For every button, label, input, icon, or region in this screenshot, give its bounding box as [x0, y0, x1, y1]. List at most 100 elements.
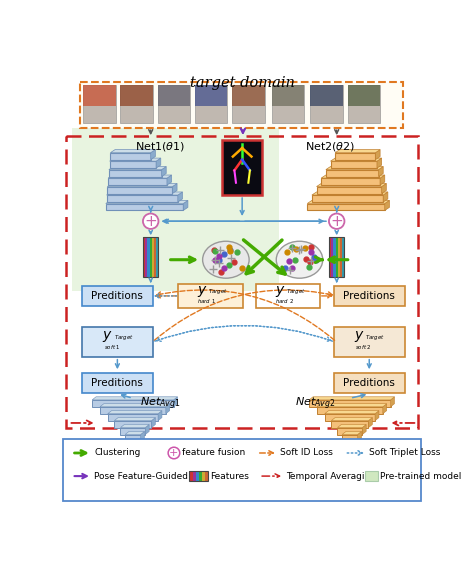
FancyBboxPatch shape — [73, 128, 279, 291]
Polygon shape — [312, 192, 388, 195]
Bar — [107, 187, 173, 194]
Bar — [192, 472, 196, 481]
Polygon shape — [173, 183, 177, 194]
Text: $^{Target}$: $^{Target}$ — [365, 335, 385, 343]
Bar — [331, 237, 333, 277]
FancyBboxPatch shape — [334, 372, 404, 393]
Bar — [310, 85, 343, 123]
Circle shape — [143, 214, 158, 229]
Text: target domain: target domain — [191, 76, 295, 91]
Bar — [232, 85, 264, 123]
Bar — [83, 85, 116, 123]
Text: Net2($\theta$2): Net2($\theta$2) — [305, 140, 356, 154]
Text: Temporal Averaging: Temporal Averaging — [286, 472, 376, 481]
FancyBboxPatch shape — [82, 372, 153, 393]
Bar — [317, 187, 382, 194]
FancyBboxPatch shape — [178, 284, 243, 308]
Text: Pose Feature-Guided: Pose Feature-Guided — [94, 472, 188, 481]
Bar — [195, 85, 228, 106]
FancyBboxPatch shape — [255, 284, 320, 308]
Polygon shape — [362, 425, 366, 434]
Polygon shape — [92, 397, 177, 400]
Bar — [272, 85, 304, 106]
FancyBboxPatch shape — [82, 327, 153, 357]
Text: Pre-trained model: Pre-trained model — [380, 472, 462, 481]
Bar — [120, 85, 153, 123]
Bar — [205, 472, 208, 481]
Polygon shape — [377, 158, 382, 168]
Polygon shape — [330, 158, 382, 161]
Bar — [120, 427, 145, 434]
Text: +: + — [330, 214, 343, 229]
Bar — [145, 237, 147, 277]
Polygon shape — [337, 425, 366, 427]
Bar — [333, 237, 336, 277]
Polygon shape — [307, 201, 390, 203]
Bar — [329, 237, 331, 277]
Bar — [222, 140, 262, 195]
Polygon shape — [331, 418, 373, 421]
Polygon shape — [342, 431, 362, 434]
Bar — [202, 472, 205, 481]
Text: $^{Target}$: $^{Target}$ — [285, 289, 305, 298]
Bar — [109, 161, 156, 168]
Polygon shape — [375, 150, 380, 160]
Circle shape — [329, 214, 345, 229]
Bar — [338, 237, 340, 277]
Polygon shape — [382, 183, 386, 194]
Polygon shape — [383, 404, 387, 414]
Bar — [158, 85, 190, 106]
Polygon shape — [114, 418, 155, 421]
Polygon shape — [109, 167, 166, 170]
Polygon shape — [107, 192, 182, 195]
Polygon shape — [152, 418, 155, 427]
Bar — [307, 203, 385, 210]
Polygon shape — [383, 192, 388, 202]
Polygon shape — [166, 404, 170, 414]
Bar — [106, 203, 183, 210]
Circle shape — [168, 447, 180, 459]
Text: $y$: $y$ — [275, 284, 285, 299]
FancyBboxPatch shape — [80, 82, 403, 128]
Bar — [342, 434, 357, 441]
Bar — [108, 414, 158, 421]
Bar — [109, 170, 162, 176]
Bar — [337, 427, 362, 434]
Bar — [114, 421, 152, 427]
Bar — [190, 472, 192, 481]
Polygon shape — [141, 431, 145, 441]
Bar — [83, 85, 116, 106]
Bar — [330, 161, 377, 168]
Text: Preditions: Preditions — [343, 291, 395, 301]
Bar — [312, 195, 383, 202]
Bar — [100, 407, 166, 414]
Polygon shape — [156, 158, 161, 168]
Text: $y$: $y$ — [197, 284, 208, 299]
Polygon shape — [151, 150, 155, 160]
Polygon shape — [317, 183, 386, 187]
FancyBboxPatch shape — [334, 285, 404, 307]
Polygon shape — [317, 404, 387, 407]
Bar — [154, 237, 156, 277]
Bar — [152, 237, 154, 277]
Bar — [92, 400, 173, 407]
Bar — [340, 237, 342, 277]
Bar — [335, 152, 375, 160]
Polygon shape — [162, 167, 166, 176]
Text: $y$: $y$ — [354, 329, 365, 344]
Bar — [317, 407, 383, 414]
Text: Soft ID Loss: Soft ID Loss — [280, 449, 333, 457]
Bar — [232, 85, 264, 106]
Text: Soft Triplet Loss: Soft Triplet Loss — [369, 449, 441, 457]
Text: $_{soft\ 1}$: $_{soft\ 1}$ — [104, 343, 120, 352]
Bar — [107, 195, 178, 202]
Bar — [108, 178, 167, 185]
Text: Preditions: Preditions — [91, 291, 143, 301]
Text: $_{soft\ 2}$: $_{soft\ 2}$ — [356, 343, 372, 352]
Polygon shape — [106, 201, 188, 203]
Bar — [110, 152, 151, 160]
Bar — [199, 472, 202, 481]
Bar — [147, 237, 150, 277]
Polygon shape — [326, 167, 383, 170]
Bar — [190, 472, 208, 481]
